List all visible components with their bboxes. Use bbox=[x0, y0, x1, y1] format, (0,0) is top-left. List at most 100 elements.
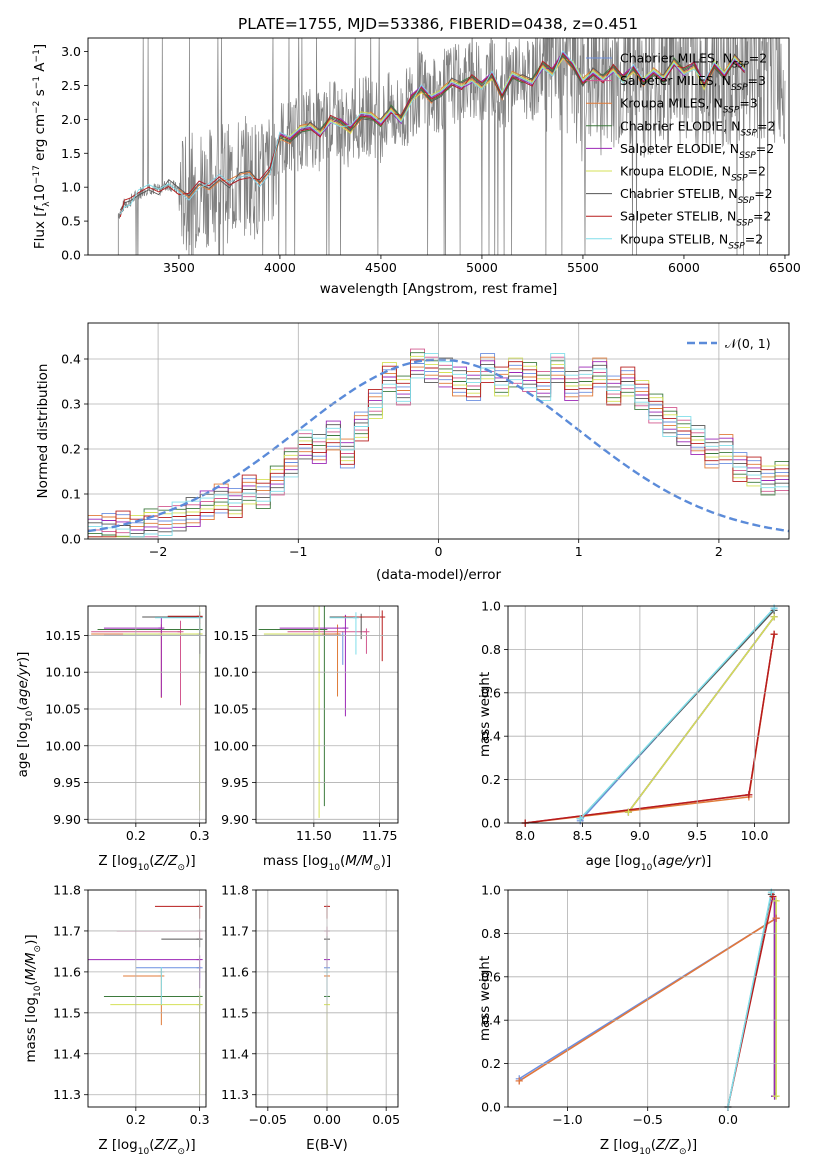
mass-vs-metallicity-panel-ytick-label-1: 11.4 bbox=[53, 1046, 81, 1061]
mass-weight-vs-metallicity-ylabel: mass weight bbox=[477, 956, 493, 1041]
spectrum-panel-xtick-label-4: 5500 bbox=[567, 260, 599, 275]
mass-vs-extinction-panel-xtick-label-1: 0.00 bbox=[313, 1112, 341, 1127]
mass-weight-vs-age-ylabel: mass weight bbox=[477, 672, 493, 757]
mass-weight-vs-metallicity-panel-ytick-label-4: 0.8 bbox=[481, 926, 501, 941]
age-vs-metallicity-ylabel: age [log10(age/yr)] bbox=[15, 652, 35, 778]
spectrum-model-5 bbox=[279, 56, 745, 141]
mass-vs-extinction-panel-ytick-label-3: 11.6 bbox=[221, 964, 249, 979]
age-vs-metallicity-panel-ytick-label-1: 9.95 bbox=[53, 775, 81, 790]
mass-vs-extinction-panel: −0.05 0.00 0.05 11.3 11.4 11.5 11.6 11.7 11.8 E(B… bbox=[221, 883, 400, 1154]
legend-label-0: Chabrier MILES, NSSP=2 bbox=[620, 51, 767, 71]
residuals-panel-xtick-label-2: 0 bbox=[435, 544, 443, 559]
residuals-panel-ytick-label-3: 0.3 bbox=[61, 397, 81, 412]
mass-weight-vs-age-panel-ytick-label-5: 1.0 bbox=[481, 599, 501, 614]
mass-weight-vs-metallicity-line-8 bbox=[727, 892, 773, 1107]
age-vs-metallicity-panel-frame bbox=[87, 605, 207, 824]
age-vs-mass-panel-ytick-label-0: 9.90 bbox=[221, 812, 249, 827]
age-vs-metallicity-panel-ytick-label-2: 10.00 bbox=[45, 738, 81, 753]
age-vs-mass-panel: 11.50 11.75 9.90 9.95 10.00 10.05 10.10 10.15 ma… bbox=[213, 605, 399, 873]
residuals-panel-xtick-label-4: 2 bbox=[715, 544, 723, 559]
residual-hist-7 bbox=[88, 359, 789, 538]
mass-weight-vs-age-line-8 bbox=[579, 607, 775, 820]
mass-weight-vs-metallicity-xlabel: Z [log10(Z/Z⊙)] bbox=[600, 1137, 697, 1157]
residuals-panel-frame bbox=[87, 322, 790, 540]
mass-vs-metallicity-panel-ytick-label-5: 11.8 bbox=[53, 883, 81, 898]
residual-hist-8 bbox=[88, 353, 789, 538]
age-vs-mass-panel-ytick-label-2: 10.00 bbox=[213, 738, 249, 753]
mass-weight-vs-age-panel-xtick-label-4: 10.0 bbox=[741, 828, 769, 843]
legend-label-4: Salpeter ELODIE, NSSP=2 bbox=[620, 141, 774, 161]
residuals-xlabel: (data-model)/error bbox=[376, 567, 502, 583]
residuals-panel: −2 −1 0 1 2 0.0 0.1 0.2 0.3 0.4 𝒩(0, 1) (data-model… bbox=[35, 322, 790, 583]
mass-weight-vs-age-marker-7-2 bbox=[770, 630, 778, 638]
mass-vs-extinction-panel-xtick-label-2: 0.05 bbox=[372, 1112, 400, 1127]
mass-weight-vs-metallicity-panel-xtick-label-1: −0.5 bbox=[633, 1112, 663, 1127]
mass-weight-vs-age-line-1 bbox=[525, 634, 775, 823]
age-vs-metallicity-panel-ytick-label-0: 9.90 bbox=[53, 812, 81, 827]
residuals-panel-ytick-label-4: 0.4 bbox=[61, 352, 81, 367]
mass-weight-vs-age-marker-5-1 bbox=[770, 613, 778, 621]
legend-label-1: Salpeter MILES, NSSP=3 bbox=[620, 73, 766, 93]
spectrum-panel: 3500 4000 4500 5000 5500 6000 6500 0.0 0.5 1.0 1.5… bbox=[32, 37, 801, 297]
residual-hist-3 bbox=[88, 352, 789, 538]
mass-vs-extinction-panel-ytick-label-4: 11.7 bbox=[221, 923, 249, 938]
spectrum-panel-ytick-label-0: 0.0 bbox=[61, 248, 81, 263]
mass-weight-vs-age-marker-7-1 bbox=[745, 791, 753, 799]
mass-weight-vs-metallicity-panel-ytick-label-2: 0.4 bbox=[481, 1013, 501, 1028]
mass-weight-vs-metallicity-panel-xtick-label-0: −1.0 bbox=[552, 1112, 582, 1127]
age-vs-metallicity-panel-ytick-label-4: 10.10 bbox=[45, 665, 81, 680]
mass-weight-vs-age-panel-ytick-label-3: 0.6 bbox=[481, 685, 501, 700]
spectrum-model-8 bbox=[119, 50, 745, 215]
residuals-ylabel: Normed distribution bbox=[35, 364, 51, 499]
mass-vs-metallicity-xlabel: Z [log10(Z/Z⊙)] bbox=[98, 1137, 195, 1157]
age-vs-mass-panel-ytick-label-3: 10.05 bbox=[213, 701, 249, 716]
legend-label-2: Kroupa MILES, NSSP=3 bbox=[620, 96, 758, 116]
mass-vs-extinction-panel-ytick-label-2: 11.5 bbox=[221, 1005, 249, 1020]
mass-vs-metallicity-panel-ytick-label-2: 11.5 bbox=[53, 1005, 81, 1020]
mass-weight-vs-age-marker-8-0 bbox=[576, 815, 584, 823]
mass-weight-vs-age-panel-ytick-label-2: 0.4 bbox=[481, 729, 501, 744]
spectrum-panel-frame bbox=[87, 37, 790, 256]
age-vs-metallicity-panel: 0.2 0.3 9.90 9.95 10.00 10.05 10.10 10.15 Z [log… bbox=[15, 605, 210, 873]
age-vs-metallicity-panel-xtick-label-1: 0.3 bbox=[190, 828, 210, 843]
mass-weight-vs-age-panel-xtick-label-0: 8.0 bbox=[515, 828, 535, 843]
mass-weight-vs-age-panel-frame bbox=[507, 605, 790, 824]
mass-weight-vs-metallicity-marker-2-0 bbox=[515, 1077, 523, 1085]
age-vs-mass-panel-ytick-label-4: 10.10 bbox=[213, 665, 249, 680]
spectrum-panel-ytick-label-5: 2.5 bbox=[61, 78, 81, 93]
mass-weight-vs-metallicity-panel-frame bbox=[507, 889, 790, 1108]
residual-hist-0 bbox=[88, 353, 789, 538]
legend-label-7: Salpeter STELIB, NSSP=2 bbox=[620, 209, 771, 229]
age-vs-mass-xlabel: mass [log10(M/M⊙)] bbox=[263, 853, 391, 873]
legend-label-5: Kroupa ELODIE, NSSP=2 bbox=[620, 164, 766, 184]
legend-label-3: Chabrier ELODIE, NSSP=2 bbox=[620, 118, 775, 138]
mass-weight-vs-metallicity-panel-ytick-label-5: 1.0 bbox=[481, 883, 501, 898]
age-vs-metallicity-panel-xtick-label-0: 0.2 bbox=[126, 828, 146, 843]
mass-vs-metallicity-panel-ytick-label-3: 11.6 bbox=[53, 964, 81, 979]
mass-weight-vs-age-panel-plot-area bbox=[525, 607, 775, 823]
mass-vs-extinction-panel-ytick-label-1: 11.4 bbox=[221, 1046, 249, 1061]
mass-weight-vs-metallicity-marker-2-1 bbox=[772, 914, 780, 922]
mass-weight-vs-age-panel-ytick-label-1: 0.2 bbox=[481, 772, 501, 787]
mass-vs-metallicity-panel-xtick-label-1: 0.3 bbox=[190, 1112, 210, 1127]
residuals-panel-xtick-label-0: −2 bbox=[149, 544, 167, 559]
spectrum-panel-ytick-label-2: 1.0 bbox=[61, 180, 81, 195]
legend-label-6: Chabrier STELIB, NSSP=2 bbox=[620, 186, 773, 206]
mass-vs-metallicity-panel-ytick-label-4: 11.7 bbox=[53, 923, 81, 938]
mass-weight-vs-age-line-2 bbox=[525, 634, 775, 823]
mass-weight-vs-age-marker-5-0 bbox=[624, 808, 632, 816]
mass-weight-vs-metallicity-panel-ytick-label-0: 0.0 bbox=[481, 1100, 501, 1115]
residual-hist-2 bbox=[88, 356, 789, 527]
mass-weight-vs-metallicity-panel-ytick-label-1: 0.2 bbox=[481, 1056, 501, 1071]
mass-weight-vs-metallicity-marker-5-1 bbox=[772, 897, 780, 905]
spectrum-panel-ytick-label-6: 3.0 bbox=[61, 44, 81, 59]
mass-vs-extinction-panel-ytick-label-0: 11.3 bbox=[221, 1087, 249, 1102]
mass-vs-extinction-panel-ytick-label-5: 11.8 bbox=[221, 883, 249, 898]
spectrum-ylabel: Flux [fλ10−17 erg cm−2 s−1 A−1] bbox=[32, 44, 52, 249]
spectrum-panel-ytick-label-4: 2.0 bbox=[61, 112, 81, 127]
mass-weight-vs-metallicity-marker-5-0 bbox=[772, 1092, 780, 1100]
mass-vs-extinction-panel-xtick-label-0: −0.05 bbox=[249, 1112, 287, 1127]
mass-vs-metallicity-panel-ytick-label-0: 11.3 bbox=[53, 1087, 81, 1102]
spectrum-model-7 bbox=[119, 52, 745, 218]
